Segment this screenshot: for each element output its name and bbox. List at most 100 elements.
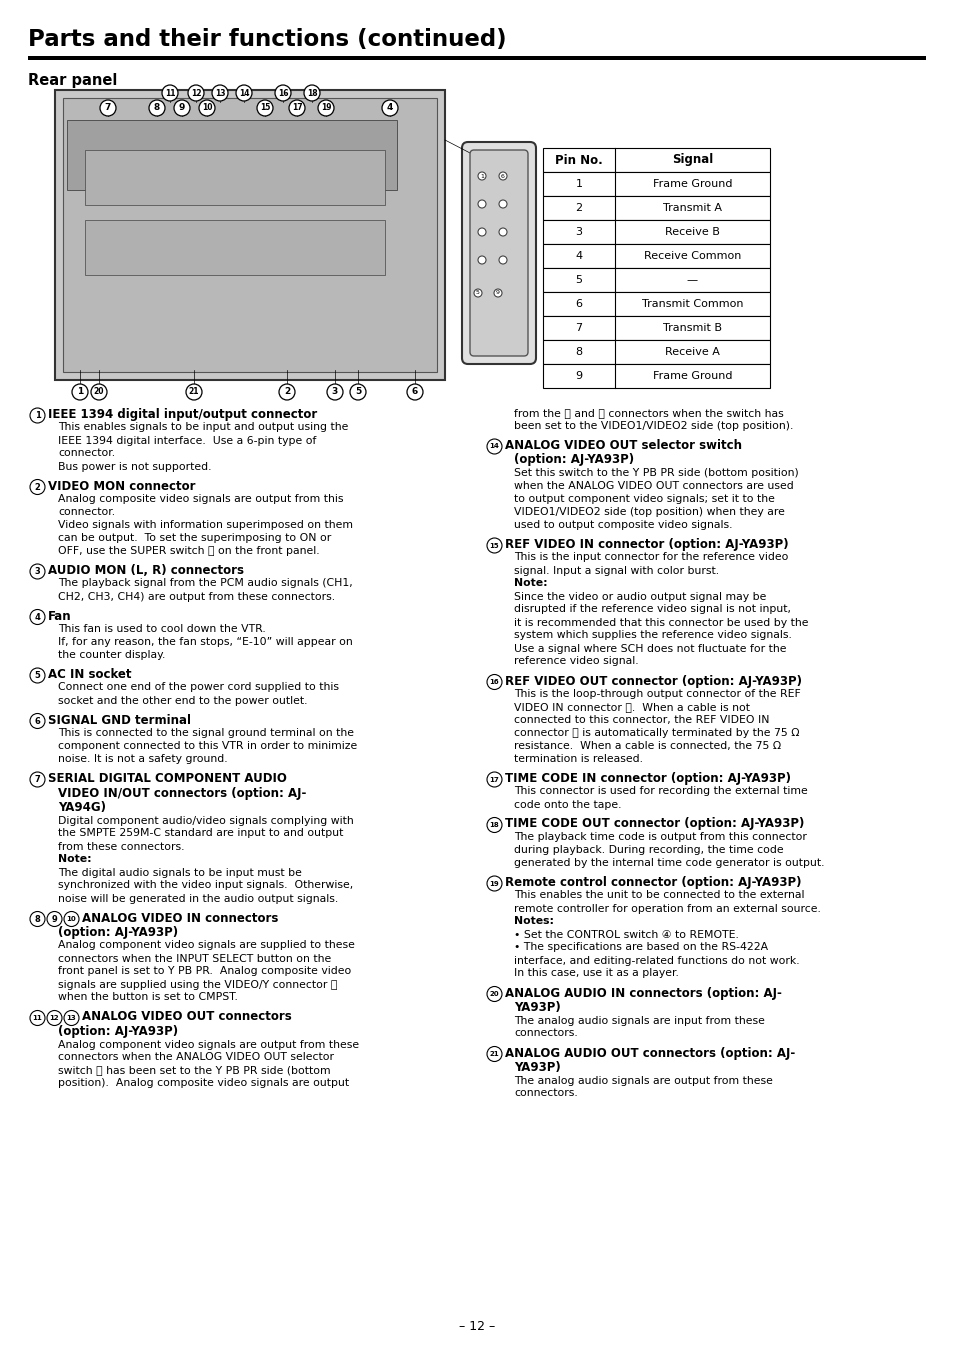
- Circle shape: [486, 876, 501, 890]
- Circle shape: [486, 772, 501, 786]
- Circle shape: [30, 714, 45, 728]
- Circle shape: [486, 438, 501, 455]
- Circle shape: [64, 1010, 79, 1025]
- Text: Signal: Signal: [671, 154, 713, 166]
- Text: 1: 1: [575, 179, 582, 189]
- Text: OFF, use the SUPER switch ⒲ on the front panel.: OFF, use the SUPER switch ⒲ on the front…: [58, 546, 319, 556]
- Text: resistance.  When a cable is connected, the 75 Ω: resistance. When a cable is connected, t…: [514, 741, 781, 751]
- Bar: [67, 120, 396, 190]
- Bar: [542, 173, 769, 196]
- Circle shape: [498, 173, 506, 179]
- Bar: [85, 150, 385, 205]
- Text: • The specifications are based on the RS-422A: • The specifications are based on the RS…: [514, 943, 767, 952]
- Text: 17: 17: [489, 777, 498, 782]
- Text: 20: 20: [93, 387, 104, 397]
- Text: socket and the other end to the power outlet.: socket and the other end to the power ou…: [58, 696, 307, 706]
- Text: Remote control connector (option: AJ-YA93P): Remote control connector (option: AJ-YA9…: [504, 876, 801, 889]
- Text: 3: 3: [34, 567, 40, 576]
- Circle shape: [30, 772, 45, 786]
- Text: – 12 –: – 12 –: [458, 1321, 495, 1333]
- Text: 9: 9: [496, 290, 499, 295]
- Circle shape: [100, 100, 116, 116]
- Text: connector.: connector.: [58, 507, 115, 517]
- Bar: [542, 316, 769, 340]
- Text: Note:: Note:: [514, 579, 547, 588]
- Text: termination is released.: termination is released.: [514, 754, 642, 764]
- Circle shape: [477, 173, 485, 179]
- Text: during playback. During recording, the time code: during playback. During recording, the t…: [514, 844, 782, 855]
- Text: VIDEO IN connector Ⓙ.  When a cable is not: VIDEO IN connector Ⓙ. When a cable is no…: [514, 701, 749, 712]
- Text: 18: 18: [489, 822, 498, 828]
- Text: AUDIO MON (L, R) connectors: AUDIO MON (L, R) connectors: [48, 564, 244, 577]
- Text: This enables signals to be input and output using the: This enables signals to be input and out…: [58, 422, 348, 433]
- Bar: [542, 220, 769, 244]
- Text: 16: 16: [489, 679, 498, 685]
- Text: SERIAL DIGITAL COMPONENT AUDIO: SERIAL DIGITAL COMPONENT AUDIO: [48, 772, 287, 785]
- Text: Digital component audio/video signals complying with: Digital component audio/video signals co…: [58, 816, 354, 826]
- Text: ANALOG VIDEO IN connectors: ANALOG VIDEO IN connectors: [82, 912, 278, 924]
- Bar: [28, 57, 925, 59]
- Text: 21: 21: [489, 1051, 498, 1058]
- Text: This fan is used to cool down the VTR.: This fan is used to cool down the VTR.: [58, 625, 266, 634]
- Text: 15: 15: [489, 542, 498, 549]
- Text: from these connectors.: from these connectors.: [58, 842, 184, 851]
- Text: 11: 11: [165, 89, 175, 97]
- Text: VIDEO1/VIDEO2 side (top position) when they are: VIDEO1/VIDEO2 side (top position) when t…: [514, 507, 784, 517]
- Text: when the button is set to CMPST.: when the button is set to CMPST.: [58, 993, 237, 1002]
- Circle shape: [30, 407, 45, 424]
- Text: 5: 5: [355, 387, 361, 397]
- Text: signal. Input a signal with color burst.: signal. Input a signal with color burst.: [514, 565, 719, 576]
- Text: Parts and their functions (continued): Parts and their functions (continued): [28, 28, 506, 51]
- Circle shape: [30, 479, 45, 495]
- Text: 11: 11: [32, 1014, 42, 1021]
- Text: 14: 14: [238, 89, 249, 97]
- Text: CH2, CH3, CH4) are output from these connectors.: CH2, CH3, CH4) are output from these con…: [58, 591, 335, 602]
- Text: YA94G): YA94G): [58, 801, 106, 813]
- Circle shape: [317, 100, 334, 116]
- Text: Transmit Common: Transmit Common: [641, 299, 742, 309]
- Text: IEEE 1394 digital input/output connector: IEEE 1394 digital input/output connector: [48, 407, 317, 421]
- Text: 2: 2: [34, 483, 40, 491]
- Text: REF VIDEO IN connector (option: AJ-YA93P): REF VIDEO IN connector (option: AJ-YA93P…: [504, 538, 788, 550]
- Text: been set to the VIDEO1/VIDEO2 side (top position).: been set to the VIDEO1/VIDEO2 side (top …: [514, 421, 793, 430]
- Text: connectors when the ANALOG VIDEO OUT selector: connectors when the ANALOG VIDEO OUT sel…: [58, 1052, 334, 1063]
- Text: Pin No.: Pin No.: [555, 154, 602, 166]
- Text: 12: 12: [50, 1014, 59, 1021]
- FancyBboxPatch shape: [470, 150, 527, 356]
- Text: 9: 9: [178, 104, 185, 112]
- Text: 19: 19: [320, 104, 331, 112]
- Text: position).  Analog composite video signals are output: position). Analog composite video signal…: [58, 1078, 349, 1089]
- Text: 6: 6: [34, 716, 40, 726]
- Text: generated by the internal time code generator is output.: generated by the internal time code gene…: [514, 858, 823, 867]
- Text: The digital audio signals to be input must be: The digital audio signals to be input mu…: [58, 867, 301, 877]
- Text: ANALOG VIDEO OUT selector switch: ANALOG VIDEO OUT selector switch: [504, 438, 741, 452]
- Text: 5: 5: [476, 290, 479, 295]
- Text: Analog component video signals are supplied to these: Analog component video signals are suppl…: [58, 940, 355, 951]
- Text: Frame Ground: Frame Ground: [652, 371, 732, 380]
- Text: 4: 4: [575, 251, 582, 260]
- Circle shape: [474, 289, 481, 297]
- Circle shape: [188, 85, 204, 101]
- Circle shape: [486, 986, 501, 1001]
- Text: 21: 21: [189, 387, 199, 397]
- Text: Transmit A: Transmit A: [662, 202, 721, 213]
- Text: Receive A: Receive A: [664, 347, 720, 357]
- Bar: [542, 340, 769, 364]
- Bar: [85, 220, 385, 275]
- Circle shape: [30, 912, 45, 927]
- Circle shape: [199, 100, 214, 116]
- Text: 2: 2: [284, 387, 290, 397]
- Text: used to output composite video signals.: used to output composite video signals.: [514, 519, 732, 530]
- Text: 8: 8: [575, 347, 582, 357]
- Circle shape: [212, 85, 228, 101]
- Text: from the ⒫ and ⒭ connectors when the switch has: from the ⒫ and ⒭ connectors when the swi…: [514, 407, 783, 418]
- Text: 13: 13: [67, 1014, 76, 1021]
- Text: Receive Common: Receive Common: [643, 251, 740, 260]
- Text: YA93P): YA93P): [514, 1062, 560, 1074]
- Text: noise. It is not a safety ground.: noise. It is not a safety ground.: [58, 754, 228, 764]
- Text: signals are supplied using the VIDEO/Y connector Ⓒ: signals are supplied using the VIDEO/Y c…: [58, 979, 337, 990]
- Text: 6: 6: [500, 174, 504, 178]
- Text: This is the input connector for the reference video: This is the input connector for the refe…: [514, 553, 787, 563]
- Circle shape: [149, 100, 165, 116]
- Text: 8: 8: [34, 915, 40, 924]
